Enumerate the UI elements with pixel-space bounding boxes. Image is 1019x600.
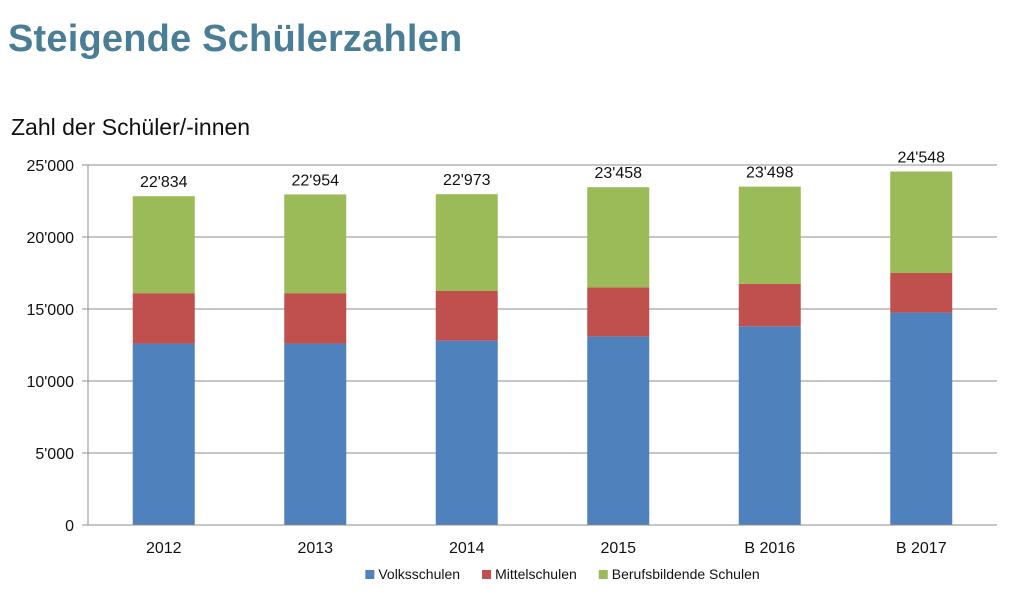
bar-segment-3 xyxy=(435,194,498,291)
legend-item-3: Berufsbildende Schulen xyxy=(598,566,760,582)
labels: 0 5'000 10'000 15'000 20'000 25'000 22'834 2012… xyxy=(26,150,946,557)
bar-segment-2 xyxy=(435,291,498,341)
bar-segment-1 xyxy=(587,336,650,525)
bar-segment-2 xyxy=(284,293,347,344)
chart-subtitle: Zahl der Schüler/-innen xyxy=(11,114,251,140)
legend: Volksschulen Mittelschulen Berufsbildende … xyxy=(365,566,760,582)
bar-segment-2 xyxy=(890,273,953,313)
bar-segment-2 xyxy=(738,283,801,327)
x-tick-label: 2014 xyxy=(449,540,485,557)
y-tick-label: 20'000 xyxy=(26,230,74,247)
bar-segment-1 xyxy=(738,326,801,525)
gridlines xyxy=(88,164,997,454)
legend-swatch xyxy=(365,570,375,579)
x-tick-label: B 2016 xyxy=(744,540,795,557)
legend-label: Volksschulen xyxy=(378,566,460,582)
bar-segment-1 xyxy=(132,343,195,525)
total-label: 22'834 xyxy=(140,174,188,191)
bar-segment-1 xyxy=(435,340,498,525)
bar-segment-3 xyxy=(132,196,195,294)
y-tick-label: 0 xyxy=(65,518,74,535)
bar-segment-3 xyxy=(890,171,953,273)
total-label: 22'954 xyxy=(291,172,339,189)
bar-segment-3 xyxy=(738,186,801,284)
total-label: 24'548 xyxy=(897,150,945,167)
legend-swatch xyxy=(598,570,608,579)
total-label: 23'498 xyxy=(746,165,794,182)
y-tick-label: 10'000 xyxy=(26,374,74,391)
x-tick-label: B 2017 xyxy=(896,540,947,557)
legend-item-1: Volksschulen xyxy=(365,566,460,582)
bar-segment-3 xyxy=(284,194,347,294)
bar-segment-1 xyxy=(284,343,347,525)
total-label: 23'458 xyxy=(594,165,642,182)
legend-item-2: Mittelschulen xyxy=(482,566,577,582)
legend-label: Berufsbildende Schulen xyxy=(612,566,760,582)
x-tick-label: 2013 xyxy=(297,540,333,557)
x-tick-label: 2012 xyxy=(146,540,182,557)
page-title: Steigende Schülerzahlen xyxy=(8,18,463,60)
bars xyxy=(132,171,953,525)
y-tick-label: 15'000 xyxy=(26,302,74,319)
bar-segment-2 xyxy=(132,293,195,344)
x-tick-label: 2015 xyxy=(600,540,636,557)
bar-segment-2 xyxy=(587,287,650,337)
axes xyxy=(82,164,997,526)
bar-segment-3 xyxy=(587,187,650,288)
y-tick-label: 5'000 xyxy=(35,446,74,463)
bar-segment-1 xyxy=(890,312,953,525)
y-tick-label: 25'000 xyxy=(26,158,74,175)
legend-swatch xyxy=(482,570,492,579)
legend-label: Mittelschulen xyxy=(495,566,577,582)
total-label: 22'973 xyxy=(443,172,491,189)
